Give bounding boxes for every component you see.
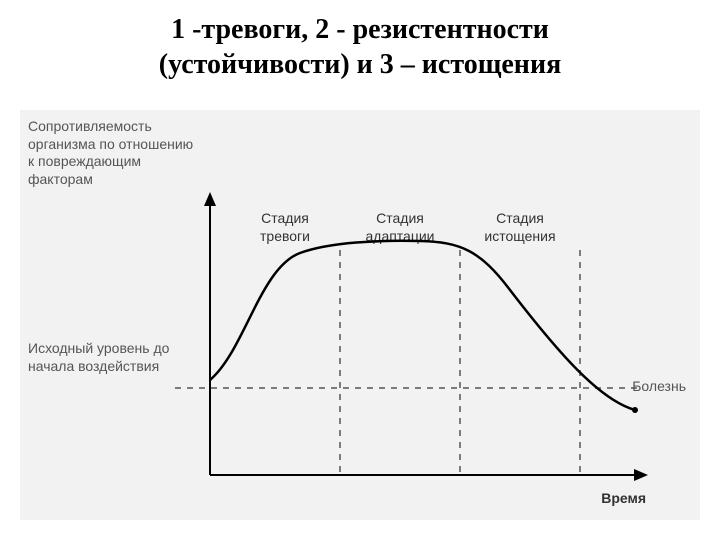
plot-svg bbox=[20, 110, 700, 520]
page-title: 1 -тревоги, 2 - резистентности (устойчив… bbox=[0, 12, 720, 82]
curve-endpoint bbox=[632, 407, 638, 413]
title-line-2: (устойчивости) и 3 – истощения bbox=[159, 49, 561, 80]
x-axis-arrow bbox=[634, 469, 648, 481]
stress-diagram: Сопротивляемость организма по отношению … bbox=[20, 110, 700, 520]
y-axis-arrow bbox=[204, 192, 216, 206]
title-line-1: 1 -тревоги, 2 - резистентности bbox=[171, 14, 549, 45]
resistance-curve bbox=[210, 241, 635, 410]
